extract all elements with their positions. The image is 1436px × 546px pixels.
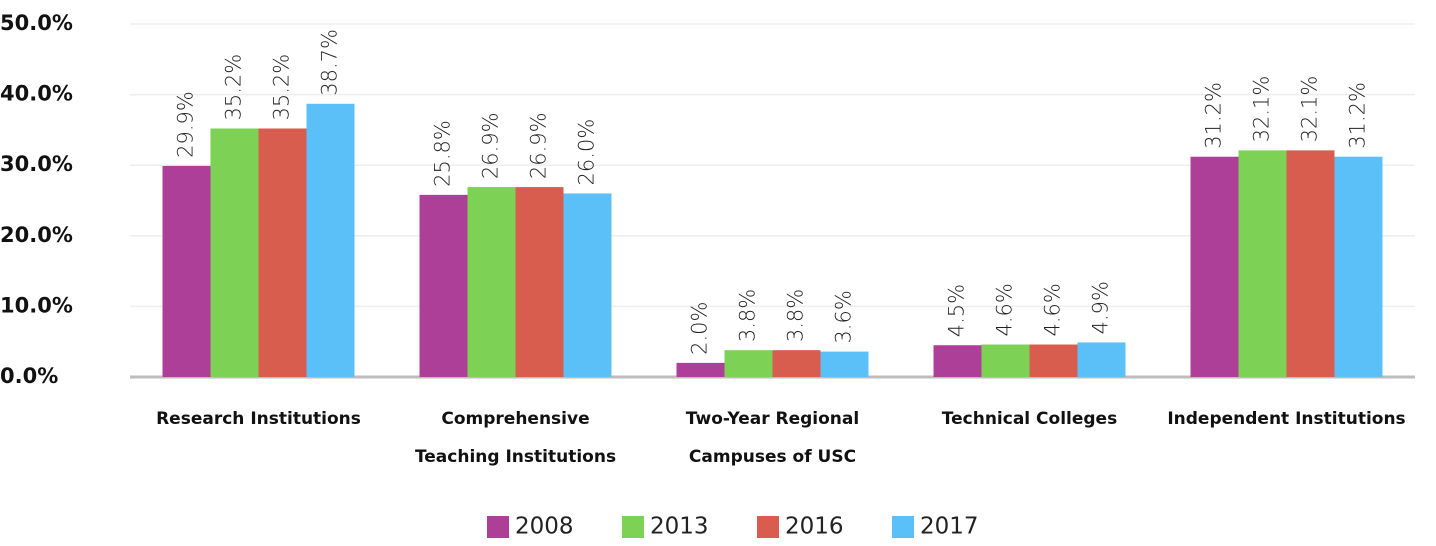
bar [772,350,821,377]
legend-label: 2016 [785,514,844,540]
bar [676,362,725,377]
value-label: 4.5% [945,284,969,337]
value-label: 32.1% [1250,76,1274,143]
bar [258,128,307,377]
bar [1286,150,1335,377]
value-label: 3.8% [784,289,808,342]
bar [981,344,1030,377]
value-label: 4.6% [993,283,1017,336]
y-tick-label: 30.0% [0,152,73,176]
bar [306,103,355,377]
y-tick-label: 50.0% [0,11,73,35]
bar [1029,344,1078,377]
bar [515,187,564,377]
bar [1077,342,1126,377]
value-label: 35.2% [270,54,294,121]
x-tick-label: Research Institutions [156,409,361,429]
value-label: 26.0% [575,119,599,186]
bar [419,194,468,377]
x-tick-label: Independent Institutions [1167,409,1406,429]
legend-swatch [757,516,779,538]
legend-label: 2017 [920,514,979,540]
x-tick-label: Two-Year Regional Campuses of USC [685,409,860,467]
value-label: 31.2% [1202,82,1226,149]
legend-label: 2008 [515,514,574,540]
legend-swatch [892,516,914,538]
value-label: 3.6% [832,290,856,343]
y-tick-label: 0.0% [0,364,58,388]
bar [933,345,982,377]
value-label: 4.6% [1041,283,1065,336]
bar [210,128,259,377]
value-label: 26.9% [479,112,503,179]
y-tick-label: 20.0% [0,223,73,247]
bar [1238,150,1287,377]
value-label: 31.2% [1346,82,1370,149]
bar [820,351,869,377]
bar [467,187,516,377]
value-label: 25.8% [431,120,455,187]
y-tick-label: 40.0% [0,82,73,106]
value-label: 2.0% [688,302,712,355]
bar [563,193,612,377]
x-tick-label: Technical Colleges [941,409,1118,429]
x-tick-label: Comprehensive Teaching Institutions [414,409,617,467]
value-label: 29.9% [174,91,198,158]
bar [724,350,773,377]
legend-swatch [622,516,644,538]
legend-label: 2013 [650,514,709,540]
bar [162,165,211,377]
value-label: 26.9% [527,112,551,179]
bar [1334,156,1383,377]
value-label: 38.7% [318,29,342,96]
y-tick-label: 10.0% [0,293,73,317]
value-label: 32.1% [1298,76,1322,143]
bar [1190,156,1239,377]
value-label: 3.8% [736,289,760,342]
value-label: 35.2% [222,54,246,121]
legend-swatch [487,516,509,538]
value-label: 4.9% [1089,281,1113,334]
